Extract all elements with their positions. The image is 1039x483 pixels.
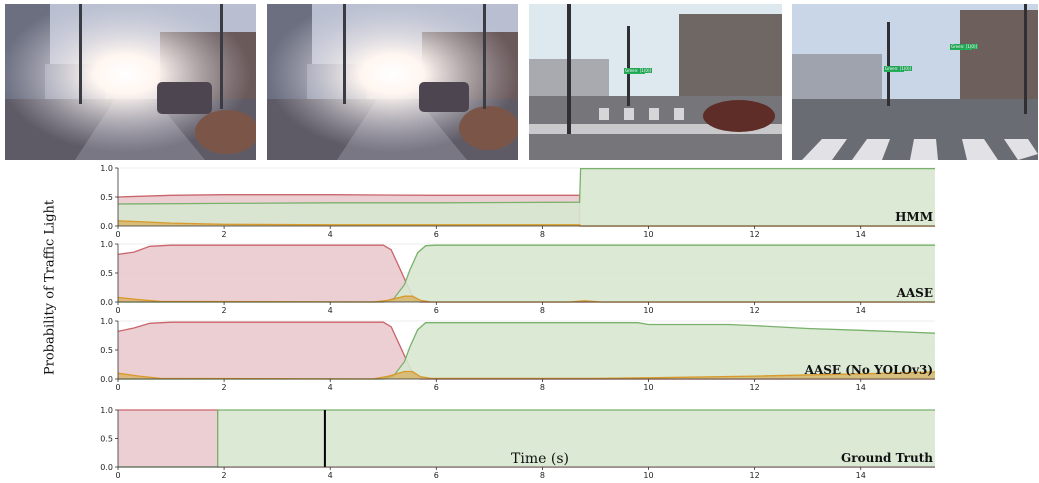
x-tick-label: 8 (540, 230, 545, 239)
x-tick-label: 14 (856, 471, 866, 480)
x-tick-label: 0 (115, 383, 120, 392)
x-tick-label: 2 (222, 383, 227, 392)
series-area-red (118, 410, 935, 467)
street-photo-sun-glare-2 (267, 4, 518, 160)
photo-panel-3 (529, 4, 782, 160)
series-area-red (118, 322, 935, 379)
series-area-green (118, 322, 935, 379)
x-tick-label: 2 (222, 230, 227, 239)
panel-title: AASE (896, 286, 933, 300)
series-line-amber (117, 370, 936, 380)
street-photo-intersection-1 (529, 4, 782, 160)
street-photo-sun-glare-1 (5, 4, 256, 160)
y-tick-label: 0.5 (100, 193, 113, 202)
photo-panel-4 (792, 4, 1038, 160)
x-tick-label: 14 (856, 383, 866, 392)
x-tick-label: 8 (540, 306, 545, 315)
y-tick-label: 0.0 (100, 222, 113, 231)
x-tick-label: 0 (115, 230, 120, 239)
x-tick-label: 2 (222, 306, 227, 315)
x-tick-label: 14 (856, 306, 866, 315)
panel-title: AASE (No YOLOv3) (804, 363, 933, 377)
series-line-green (117, 167, 935, 205)
y-tick-label: 1.0 (100, 164, 113, 173)
y-tick-label: 0.5 (100, 346, 113, 355)
series-line-amber (117, 295, 935, 303)
x-tick-label: 10 (643, 471, 653, 480)
street-photo-intersection-2 (792, 4, 1038, 160)
detection-label: Green: [1(0)] (950, 44, 979, 49)
x-tick-label: 0 (115, 306, 120, 315)
x-tick-label: 12 (750, 230, 760, 239)
panel-title: HMM (895, 210, 933, 224)
x-tick-label: 6 (434, 471, 439, 480)
panel-title: Ground Truth (841, 451, 933, 465)
x-tick-label: 4 (328, 383, 333, 392)
series-area-red (118, 245, 935, 302)
detection-label: Green: [1(0)] (624, 68, 653, 73)
x-tick-label: 6 (434, 306, 439, 315)
x-tick-label: 4 (328, 230, 333, 239)
detection-label: Green: [1(0)] (884, 66, 913, 71)
x-tick-label: 8 (540, 383, 545, 392)
x-tick-label: 12 (750, 471, 760, 480)
series-area-green (118, 245, 935, 302)
x-tick-label: 10 (643, 306, 653, 315)
series-line-green (118, 322, 936, 380)
x-tick-label: 6 (434, 230, 439, 239)
y-axis-label: Probability of Traffic Light (42, 199, 58, 376)
photo-panel-2 (267, 4, 518, 160)
x-tick-label: 10 (643, 230, 653, 239)
y-tick-label: 0.5 (100, 269, 113, 278)
y-tick-label: 1.0 (100, 240, 113, 249)
y-tick-label: 0.0 (100, 298, 113, 307)
x-tick-label: 4 (328, 471, 333, 480)
x-tick-label: 2 (222, 471, 227, 480)
x-tick-label: 6 (434, 383, 439, 392)
y-tick-label: 1.0 (100, 406, 113, 415)
y-tick-label: 1.0 (100, 317, 113, 326)
x-tick-label: 4 (328, 306, 333, 315)
photo-panel-1 (5, 4, 256, 160)
x-tick-label: 12 (750, 383, 760, 392)
x-tick-label: 14 (856, 230, 866, 239)
x-tick-label: 8 (540, 471, 545, 480)
series-area-green (118, 168, 935, 226)
x-tick-label: 10 (643, 383, 653, 392)
series-area-green (118, 410, 935, 467)
y-tick-label: 0.0 (100, 375, 113, 384)
y-tick-label: 0.0 (100, 463, 113, 472)
y-tick-label: 0.5 (100, 435, 113, 444)
x-axis-label: Time (s) (511, 451, 569, 467)
x-tick-label: 12 (750, 306, 760, 315)
x-tick-label: 0 (115, 471, 120, 480)
